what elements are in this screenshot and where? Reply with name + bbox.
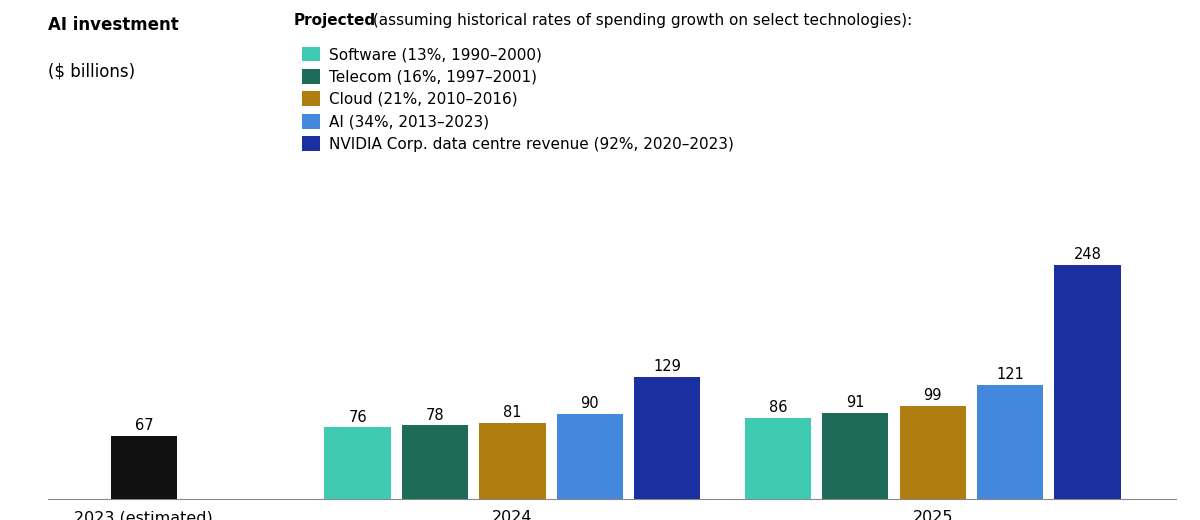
- Text: 90: 90: [581, 396, 599, 411]
- Bar: [822, 413, 888, 499]
- Text: 91: 91: [846, 395, 864, 410]
- Text: ($ billions): ($ billions): [48, 62, 136, 81]
- Text: 76: 76: [348, 410, 367, 424]
- Text: AI investment: AI investment: [48, 16, 179, 34]
- Bar: [324, 427, 391, 499]
- Text: (assuming historical rates of spending growth on select technologies):: (assuming historical rates of spending g…: [368, 13, 913, 28]
- Text: 248: 248: [1074, 247, 1102, 262]
- Text: 81: 81: [503, 405, 522, 420]
- Bar: [557, 414, 623, 499]
- Bar: [110, 436, 178, 499]
- Text: 99: 99: [924, 388, 942, 403]
- Legend: Software (13%, 1990–2000), Telecom (16%, 1997–2001), Cloud (21%, 2010–2016), AI : Software (13%, 1990–2000), Telecom (16%,…: [301, 47, 734, 152]
- Bar: [977, 385, 1043, 499]
- Text: 67: 67: [134, 418, 154, 433]
- Bar: [479, 423, 546, 499]
- Bar: [1055, 265, 1121, 499]
- Bar: [900, 406, 966, 499]
- Text: 129: 129: [653, 359, 682, 374]
- Text: 86: 86: [769, 400, 787, 415]
- Bar: [402, 425, 468, 499]
- Text: Projected: Projected: [294, 13, 376, 28]
- Bar: [745, 418, 811, 499]
- Bar: [634, 377, 701, 499]
- Text: 121: 121: [996, 367, 1024, 382]
- Text: 78: 78: [426, 408, 444, 423]
